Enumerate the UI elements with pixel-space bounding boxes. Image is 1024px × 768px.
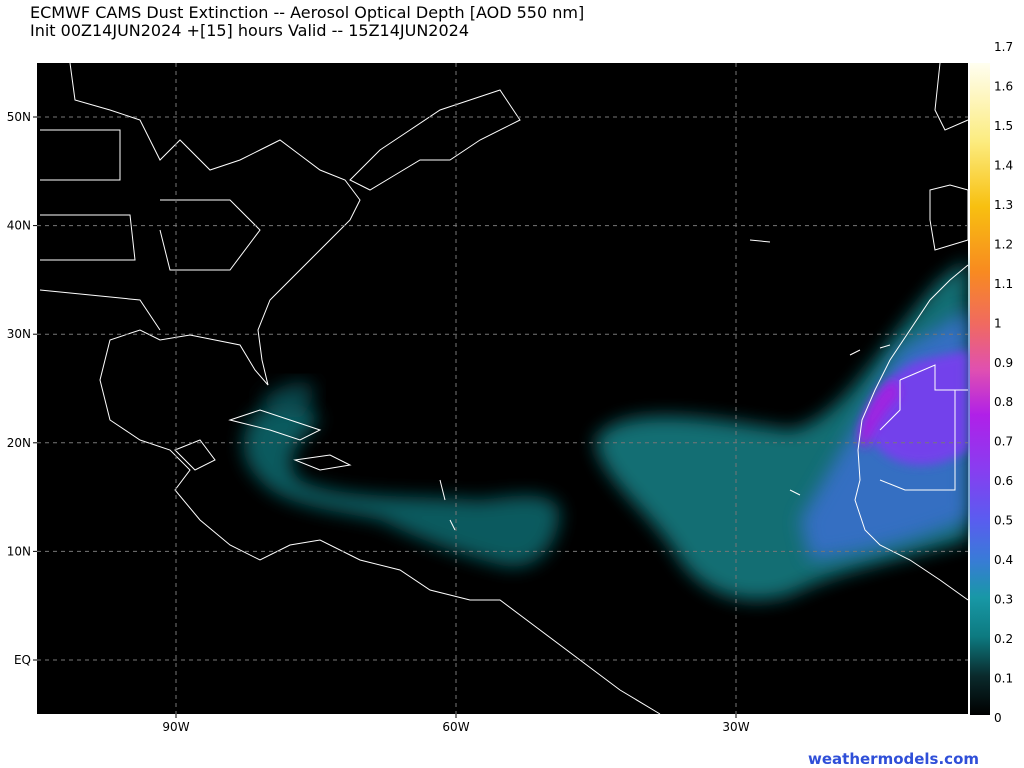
colorbar-tick-label: 0 bbox=[994, 711, 1002, 725]
dust-plume bbox=[243, 260, 968, 601]
credit: weathermodels.com bbox=[808, 750, 980, 768]
colorbar-tick-label: 1.5 bbox=[994, 119, 1013, 133]
lat-label: 40N bbox=[7, 219, 31, 233]
colorbar-tick-label: 1.7 bbox=[994, 40, 1013, 54]
colorbar-tick-label: 0.4 bbox=[994, 553, 1013, 567]
graticule bbox=[33, 63, 968, 718]
colorbar-tick-label: 1 bbox=[994, 316, 1002, 330]
colorbar-tick-label: 1.6 bbox=[994, 79, 1013, 93]
subtitle: Init 00Z14JUN2024 +[15] hours Valid -- 1… bbox=[30, 21, 470, 40]
colorbar-tick-label: 1.1 bbox=[994, 277, 1013, 291]
colorbar-tick-label: 0.5 bbox=[994, 514, 1013, 528]
colorbar-tick-label: 0.1 bbox=[994, 672, 1013, 686]
colorbar bbox=[970, 63, 990, 715]
colorbar-tick-label: 1.4 bbox=[994, 158, 1013, 172]
lat-label: 30N bbox=[7, 327, 31, 341]
lat-label: EQ bbox=[14, 653, 31, 667]
colorbar-tick-label: 0.6 bbox=[994, 474, 1013, 488]
colorbar-tick-label: 1.2 bbox=[994, 237, 1013, 251]
lat-label: 20N bbox=[7, 436, 31, 450]
map-background bbox=[37, 63, 968, 714]
colorbar-tick-label: 0.9 bbox=[994, 356, 1013, 370]
lon-label: 90W bbox=[162, 720, 189, 734]
colorbar-tick-label: 1.3 bbox=[994, 198, 1013, 212]
lon-label: 30W bbox=[722, 720, 749, 734]
title: ECMWF CAMS Dust Extinction -- Aerosol Op… bbox=[30, 3, 585, 22]
lon-label: 60W bbox=[442, 720, 469, 734]
lat-label: 50N bbox=[7, 110, 31, 124]
colorbar-tick-label: 0.8 bbox=[994, 395, 1013, 409]
colorbar-tick-label: 0.3 bbox=[994, 593, 1013, 607]
colorbar-tick-label: 0.2 bbox=[994, 632, 1013, 646]
colorbar-tick-label: 0.7 bbox=[994, 435, 1013, 449]
lat-label: 10N bbox=[7, 544, 31, 558]
coastlines bbox=[39, 62, 969, 715]
